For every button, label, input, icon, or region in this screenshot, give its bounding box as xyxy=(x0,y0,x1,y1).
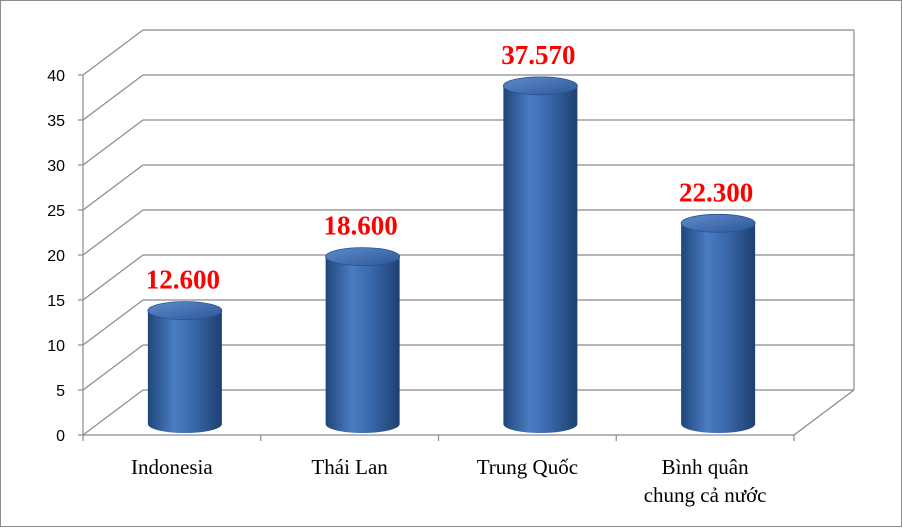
bar-body xyxy=(325,256,400,433)
y-tick-label: 5 xyxy=(56,383,65,400)
grid-layer xyxy=(82,29,855,436)
bar-4 xyxy=(680,213,756,433)
label-layer: 12.600 Indonesia 18.600 Thái Lan 37.570 Trung… xyxy=(131,40,766,507)
x-tick-label: Thái Lan xyxy=(311,455,388,479)
bar-3 xyxy=(502,76,578,434)
y-tick-label: 0 xyxy=(56,428,65,445)
y-tick-label: 30 xyxy=(47,158,65,175)
x-tick-label: Bình quân xyxy=(662,455,749,479)
data-label: 22.300 xyxy=(679,177,753,207)
gridline-side xyxy=(82,209,144,256)
y-tick-label: 15 xyxy=(47,293,65,310)
gridline-side xyxy=(82,254,144,301)
bar-top xyxy=(147,301,223,321)
y-tick-label: 40 xyxy=(47,68,65,85)
y-tick-label: 10 xyxy=(47,338,65,355)
bar-2 xyxy=(325,247,401,433)
gridline-side xyxy=(82,299,144,346)
bar-body xyxy=(147,310,222,433)
x-tick-label: Trung Quốc xyxy=(477,455,578,479)
gridline-side xyxy=(82,344,144,391)
x-tick-label-line2: chung cả nước xyxy=(644,483,767,507)
bar-body xyxy=(681,223,756,433)
bar-1 xyxy=(147,301,223,433)
gridline-side xyxy=(82,74,144,121)
gridline-side xyxy=(82,389,144,436)
data-label: 18.600 xyxy=(324,211,398,241)
y-tick-label: 35 xyxy=(47,113,65,130)
data-label: 12.600 xyxy=(146,265,220,295)
bar-top xyxy=(325,247,401,267)
gridline-side xyxy=(82,119,144,166)
bar-top xyxy=(502,76,578,96)
floor-edge xyxy=(793,389,855,436)
x-tick-label: Indonesia xyxy=(131,455,213,479)
gridline-side xyxy=(82,164,144,211)
data-label: 37.570 xyxy=(501,40,575,70)
y-tick-label: 20 xyxy=(47,248,65,265)
bar-body xyxy=(503,85,578,434)
bar-layer xyxy=(147,76,756,434)
y-tick-label: 25 xyxy=(47,203,65,220)
bar-top xyxy=(680,213,756,233)
gridline-side xyxy=(82,29,144,76)
axis-layer: 0 5 10 15 20 25 30 35 40 xyxy=(47,68,855,445)
